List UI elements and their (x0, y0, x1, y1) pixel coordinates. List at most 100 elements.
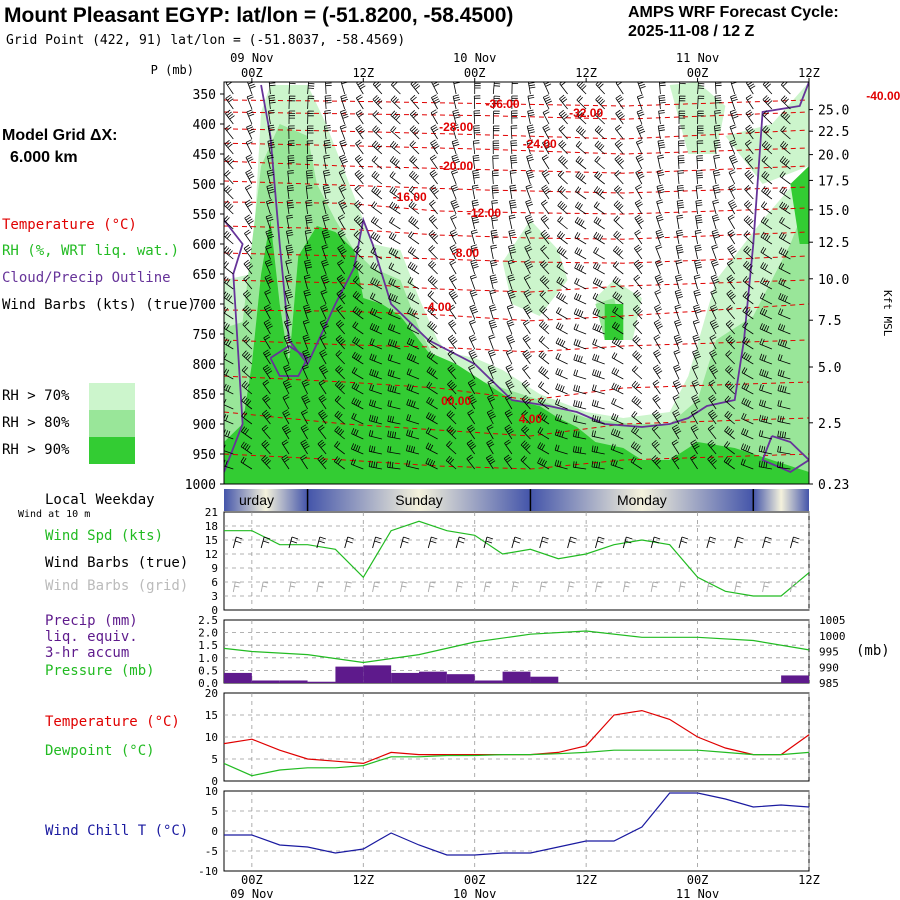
wind-barb (473, 125, 481, 140)
wind-barb (430, 139, 440, 155)
surface-wind-barb (288, 536, 299, 549)
wind-barb (540, 199, 550, 215)
windchill-line (224, 792, 810, 856)
height-tick-label: 10.0 (818, 273, 849, 288)
wind-barb (520, 440, 531, 455)
wind-barb (760, 216, 773, 230)
wind-barb (594, 155, 605, 170)
wind-barb (576, 95, 587, 110)
wind-barb (709, 349, 718, 365)
wind-barb (288, 95, 296, 110)
wind-barb (558, 155, 568, 170)
wind-barb (301, 394, 311, 410)
wind-speed-tick-label: 18 (205, 520, 218, 533)
wind-barb (506, 304, 514, 320)
wind-barb (676, 199, 685, 215)
wind-barb (652, 379, 661, 395)
wind-barb (555, 337, 568, 350)
wind-barb (304, 259, 313, 275)
wind-barb (407, 261, 420, 275)
wind-barb (575, 186, 587, 200)
wind-barb (285, 274, 293, 290)
wind-barb (370, 246, 383, 260)
wind-barb (614, 170, 624, 185)
wind-barb (511, 95, 518, 110)
wind-barb (355, 139, 364, 155)
wind-barb (591, 399, 605, 410)
wind-barb (302, 334, 311, 350)
wind-speed-tick-label: 15 (205, 534, 218, 547)
wind-barb (492, 82, 501, 95)
wind-barb (758, 414, 773, 425)
wind-barb (744, 185, 754, 200)
wind-barb (741, 412, 754, 425)
wind-barb (762, 125, 773, 140)
wind-barb (693, 274, 701, 290)
wind-barb (409, 155, 420, 170)
date-label-top: 11 Nov (676, 51, 719, 65)
wind-barb (678, 140, 685, 155)
wind-barb (390, 95, 401, 110)
wind-barb (425, 457, 438, 470)
legend-wind-speed: Wind Spd (kts) (45, 528, 164, 544)
wind-barb (286, 229, 294, 245)
wind-barb (387, 384, 401, 395)
wind-barb (369, 353, 383, 365)
wind-barb (591, 414, 605, 425)
grid-wind-barb (372, 581, 380, 593)
legend-temperature-2: Temperature (°C) (45, 714, 180, 730)
isotherm-label: -40.00 (866, 89, 900, 103)
wind-barb (353, 245, 364, 260)
wind-barb (431, 82, 440, 95)
wind-barb (573, 338, 587, 350)
wind-barb (742, 291, 754, 305)
wind-barb (760, 262, 773, 275)
wind-barb (746, 82, 756, 95)
wind-barb (492, 155, 499, 170)
wind-barb (556, 261, 568, 275)
wind-barb (469, 304, 479, 320)
surface-wind-barb (622, 536, 633, 549)
rh70-swatch (89, 383, 135, 410)
date-label-bottom: 11 Nov (676, 887, 719, 900)
wind-barb (388, 277, 401, 290)
wind-barb (592, 292, 605, 305)
wind-barb (446, 440, 457, 455)
wind-barb (390, 125, 401, 140)
wind-barb (245, 169, 255, 185)
isotherm-line (224, 339, 809, 353)
wind-barb (777, 369, 791, 380)
wind-barb (240, 456, 253, 470)
wind-barb (408, 200, 420, 215)
wind-barb (305, 185, 313, 200)
wind-barb (559, 94, 568, 110)
wind-barb (762, 95, 773, 110)
wind-barb (282, 394, 290, 410)
wind-barb (491, 200, 498, 215)
wind-barb (263, 334, 271, 350)
pressure-tick-label: 800 (193, 358, 216, 373)
wind-barb (726, 304, 736, 320)
wind-barb (306, 155, 314, 170)
wind-barb (469, 289, 478, 305)
pressure-tick-label: 400 (193, 118, 216, 133)
wind-barb (511, 110, 518, 125)
wind-barb (613, 215, 624, 230)
wind-barb (288, 110, 296, 125)
grid-wind-barb (622, 581, 631, 593)
grid-wind-barb (650, 581, 659, 593)
windchill-tick-label: -5 (205, 845, 218, 858)
wind-barb (467, 394, 477, 410)
wind-barb (281, 454, 290, 470)
wind-barb (728, 154, 738, 170)
wind-barb (242, 320, 253, 335)
grid-wind-barb (483, 581, 492, 593)
wind-barb (711, 244, 719, 260)
wind-barb (635, 169, 645, 185)
wind-barb (758, 460, 772, 470)
wind-barb (634, 199, 643, 215)
wind-barb (505, 364, 514, 380)
wind-barb (676, 229, 684, 245)
wind-barb (555, 368, 568, 380)
wind-barb (452, 94, 461, 110)
